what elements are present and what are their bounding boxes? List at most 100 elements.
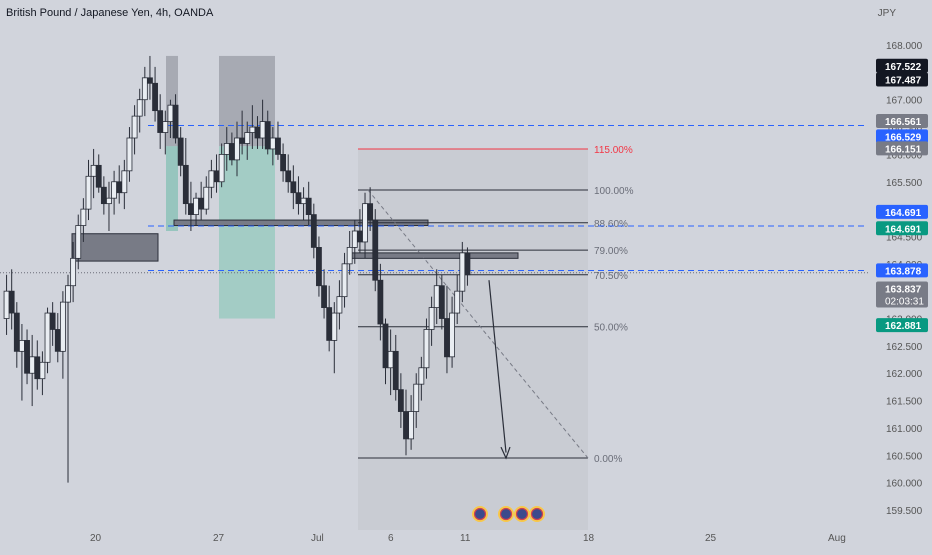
candle-down bbox=[392, 350, 399, 391]
candle-down bbox=[157, 110, 164, 133]
candle-down bbox=[34, 356, 41, 380]
candle-up bbox=[362, 203, 368, 243]
candle-up bbox=[269, 137, 276, 150]
candle-up bbox=[208, 170, 215, 188]
candle-up bbox=[90, 164, 97, 177]
price-label-badge bbox=[876, 281, 928, 308]
price-label-value: 166.151 bbox=[885, 144, 922, 155]
x-tick-label: Aug bbox=[828, 533, 846, 544]
candle-down bbox=[280, 154, 286, 172]
candle-up bbox=[341, 263, 348, 298]
candle-up bbox=[121, 170, 128, 194]
candle-up bbox=[346, 247, 353, 265]
candle-down bbox=[172, 104, 179, 139]
candle-down bbox=[310, 214, 317, 248]
candle-up bbox=[413, 383, 420, 412]
price-label-value: 164.691 bbox=[885, 208, 922, 219]
candle-up bbox=[423, 329, 430, 369]
price-label-value: 166.529 bbox=[885, 132, 922, 143]
y-tick-label: 162.000 bbox=[886, 369, 923, 380]
chart-title: British Pound / Japanese Yen, 4h, OANDA bbox=[6, 7, 214, 19]
fib-level-label: 0.00% bbox=[594, 454, 622, 465]
x-tick-label: 20 bbox=[90, 533, 102, 544]
projection-arrowhead bbox=[500, 446, 511, 460]
candle-up bbox=[3, 290, 10, 319]
price-label-badge bbox=[876, 72, 928, 87]
uk-flag-icon[interactable] bbox=[473, 507, 487, 521]
candle-down bbox=[254, 126, 261, 139]
candle-down bbox=[8, 290, 15, 314]
candle-down bbox=[100, 186, 107, 205]
y-tick-label: 166.000 bbox=[886, 150, 923, 161]
uk-flag-icon[interactable] bbox=[515, 507, 529, 521]
candle-up bbox=[259, 121, 266, 139]
candle-up bbox=[331, 312, 338, 341]
fib-trend-line bbox=[367, 189, 589, 459]
y-tick-label: 167.000 bbox=[886, 96, 923, 107]
demand-zone-left-teal bbox=[166, 146, 178, 231]
candle-up bbox=[351, 230, 358, 248]
candle-up bbox=[59, 301, 66, 352]
candle-down bbox=[182, 164, 189, 205]
x-tick-label: Jul bbox=[311, 533, 324, 544]
candle-up bbox=[136, 99, 143, 117]
candle-up bbox=[193, 197, 199, 215]
fib-zone-lower bbox=[358, 458, 588, 530]
price-label-value: 162.881 bbox=[885, 321, 922, 332]
fib-level-label: 79.00% bbox=[594, 246, 628, 257]
candle-down bbox=[95, 164, 102, 188]
x-tick-label: 18 bbox=[583, 533, 595, 544]
candle-down bbox=[321, 285, 327, 308]
uk-flag-icon[interactable] bbox=[499, 507, 513, 521]
price-label-value: 163.837 bbox=[885, 284, 922, 295]
candle-down bbox=[188, 203, 194, 215]
candle-up bbox=[223, 143, 230, 155]
y-tick-label: 161.000 bbox=[886, 424, 923, 435]
price-label-badge bbox=[876, 318, 928, 333]
candle-down bbox=[382, 323, 389, 369]
fib-level-label: 88.60% bbox=[594, 219, 628, 230]
candle-up bbox=[428, 307, 435, 330]
candle-up bbox=[203, 186, 210, 210]
candle-down bbox=[177, 137, 184, 166]
projection-arrow bbox=[488, 280, 507, 453]
candle-down bbox=[228, 143, 235, 161]
price-label-badge bbox=[876, 114, 928, 129]
candle-up bbox=[65, 285, 71, 303]
candle-down bbox=[326, 307, 333, 341]
price-label-value: 164.691 bbox=[885, 224, 922, 235]
fib-level-label: 50.00% bbox=[594, 323, 628, 334]
candle-up bbox=[418, 367, 425, 385]
candle-down bbox=[377, 279, 384, 325]
candle-up bbox=[162, 121, 169, 133]
currency-label: JPY bbox=[877, 8, 896, 19]
candle-up bbox=[106, 197, 112, 205]
y-tick-label: 164.500 bbox=[886, 232, 923, 243]
candle-down bbox=[275, 137, 281, 155]
y-tick-label: 161.500 bbox=[886, 397, 923, 408]
uk-flag-icon[interactable] bbox=[530, 507, 544, 521]
candle-down bbox=[438, 285, 445, 319]
candle-up bbox=[433, 285, 440, 308]
y-tick-label: 159.500 bbox=[886, 506, 923, 517]
candle-up bbox=[218, 154, 225, 183]
candle-up bbox=[44, 312, 51, 363]
candle-down bbox=[295, 192, 302, 205]
candle-up bbox=[408, 411, 415, 440]
fib-zone bbox=[358, 148, 588, 459]
candle-up bbox=[75, 225, 82, 259]
y-tick-label: 168.000 bbox=[886, 41, 923, 52]
candle-up bbox=[85, 175, 92, 210]
price-label-value: 163.878 bbox=[885, 266, 922, 277]
candle-up bbox=[249, 126, 256, 133]
candle-down bbox=[49, 312, 56, 330]
candle-down bbox=[264, 121, 271, 150]
candle-down bbox=[367, 203, 374, 221]
candle-up bbox=[29, 356, 36, 374]
price-label-badge bbox=[876, 58, 928, 73]
candle-down bbox=[305, 197, 312, 215]
y-tick-label: 160.000 bbox=[886, 479, 923, 490]
candle-down bbox=[397, 389, 404, 412]
